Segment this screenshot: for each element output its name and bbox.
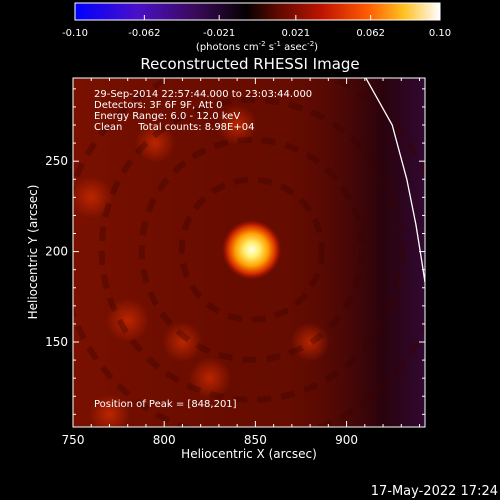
ripple-pattern xyxy=(73,78,425,427)
info-line-time: 29-Sep-2014 22:57:44.000 to 23:03:44.000 xyxy=(94,89,312,100)
ripple-ring xyxy=(138,136,365,363)
colorbar-tick-label: -0.062 xyxy=(128,28,160,39)
y-tick-label: 150 xyxy=(45,335,68,349)
info-text: 29-Sep-2014 22:57:44.000 to 23:03:44.000… xyxy=(94,89,312,133)
info-line-detectors: Detectors: 3F 6F 9F, Att 0 xyxy=(94,100,222,111)
peak-position-label: Position of Peak = [848,201] xyxy=(94,399,237,410)
x-axis: 750 800 850 900 xyxy=(62,78,421,447)
colorbar-tick-label: -0.021 xyxy=(203,28,235,39)
y-tick-label: 250 xyxy=(45,154,68,168)
solar-limb-line xyxy=(365,78,425,283)
image-area xyxy=(73,78,425,427)
info-line-counts: Clean Total counts: 8.98E+04 xyxy=(94,122,254,133)
info-line-energy: Energy Range: 6.0 - 12.0 keV xyxy=(94,111,240,122)
y-axis: 150 200 250 xyxy=(45,88,425,415)
x-tick-label: 800 xyxy=(153,433,176,447)
colorbar-tick-label: 0.062 xyxy=(356,28,385,39)
colorbar-tick-label: 0.10 xyxy=(429,28,451,39)
chart-title: Reconstructed RHESSI Image xyxy=(140,55,359,73)
y-tick-label: 200 xyxy=(45,245,68,259)
peak-source xyxy=(221,219,282,280)
background-blob xyxy=(73,176,113,219)
colorbar-ticks: -0.10 -0.062 -0.021 0.021 0.062 0.10 xyxy=(62,15,451,39)
y-axis-label: Heliocentric Y (arcsec) xyxy=(26,185,40,320)
background-blob xyxy=(290,322,330,362)
x-tick-label: 850 xyxy=(244,433,267,447)
background-blob xyxy=(135,123,175,163)
x-tick-label: 900 xyxy=(335,433,358,447)
x-tick-label: 750 xyxy=(62,433,85,447)
plot-frame xyxy=(72,77,426,428)
colorbar-tick-label: 0.021 xyxy=(282,28,311,39)
ripple-ring xyxy=(178,176,325,323)
background-blob xyxy=(188,357,231,400)
background-blob xyxy=(162,321,203,363)
background-blob xyxy=(105,298,150,343)
background-blob xyxy=(89,393,130,427)
colorbar xyxy=(74,2,441,21)
colorbar-tick-label: -0.10 xyxy=(62,28,88,39)
colorbar-unit-label: (photons cm-2 s-1 asec-2) xyxy=(196,40,318,53)
background-blobs xyxy=(73,105,330,427)
x-axis-label: Heliocentric X (arcsec) xyxy=(181,447,317,461)
background-blob xyxy=(217,105,257,145)
ripple-ring xyxy=(98,96,405,403)
timestamp: 17-May-2022 17:24 xyxy=(371,484,498,499)
